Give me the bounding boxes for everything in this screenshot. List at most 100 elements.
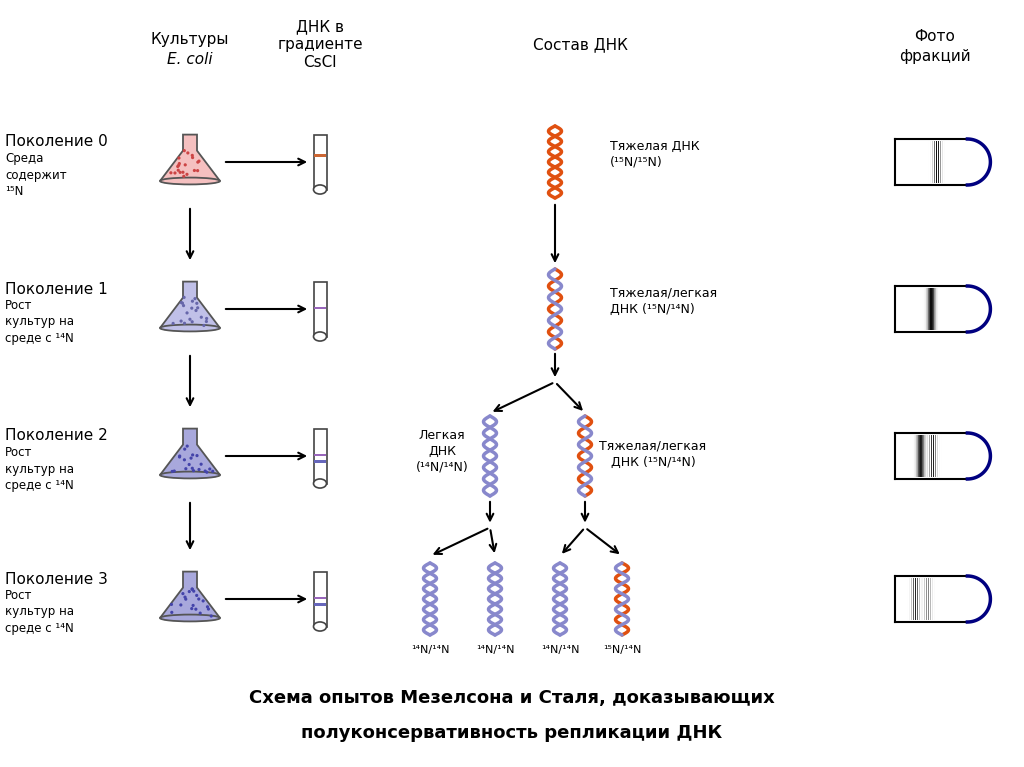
Circle shape xyxy=(200,316,203,319)
Circle shape xyxy=(178,454,181,458)
Circle shape xyxy=(207,607,210,611)
Polygon shape xyxy=(160,281,220,328)
Circle shape xyxy=(176,165,179,168)
Text: ДНК в: ДНК в xyxy=(296,19,344,34)
Circle shape xyxy=(196,301,199,305)
Text: Тяжелая ДНК
(¹⁵N/¹⁵N): Тяжелая ДНК (¹⁵N/¹⁵N) xyxy=(610,140,699,169)
Text: фракций: фракций xyxy=(899,49,971,64)
Ellipse shape xyxy=(313,332,327,341)
Polygon shape xyxy=(968,576,990,622)
Circle shape xyxy=(176,169,180,172)
Bar xyxy=(314,597,326,599)
Circle shape xyxy=(206,605,209,608)
Circle shape xyxy=(202,324,206,327)
Bar xyxy=(314,307,326,309)
Text: ¹⁴N/¹⁴N: ¹⁴N/¹⁴N xyxy=(411,645,450,655)
Ellipse shape xyxy=(313,479,327,488)
Circle shape xyxy=(190,588,194,591)
Ellipse shape xyxy=(160,614,220,621)
Circle shape xyxy=(187,463,190,466)
Circle shape xyxy=(195,309,198,312)
Circle shape xyxy=(210,614,213,617)
Circle shape xyxy=(183,321,186,325)
Circle shape xyxy=(182,304,185,308)
Circle shape xyxy=(204,469,207,472)
Circle shape xyxy=(171,470,174,473)
Ellipse shape xyxy=(313,185,327,194)
Circle shape xyxy=(184,467,187,470)
Circle shape xyxy=(182,296,185,299)
Circle shape xyxy=(198,597,201,601)
Circle shape xyxy=(191,604,195,607)
Circle shape xyxy=(190,153,194,157)
Bar xyxy=(895,433,968,479)
Bar xyxy=(314,604,326,606)
Text: Рост
культур на
среде с ¹⁴N: Рост культур на среде с ¹⁴N xyxy=(5,446,74,492)
Circle shape xyxy=(184,597,187,601)
Circle shape xyxy=(198,468,201,471)
Ellipse shape xyxy=(160,178,220,184)
Circle shape xyxy=(169,171,172,174)
Bar xyxy=(314,154,326,156)
Text: ¹⁴N/¹⁴N: ¹⁴N/¹⁴N xyxy=(541,645,580,655)
Circle shape xyxy=(185,311,188,314)
Text: Тяжелая/легкая
ДНК (¹⁵N/¹⁴N): Тяжелая/легкая ДНК (¹⁵N/¹⁴N) xyxy=(599,439,707,469)
Circle shape xyxy=(186,151,189,154)
Circle shape xyxy=(193,169,196,172)
Circle shape xyxy=(170,611,173,614)
Circle shape xyxy=(190,466,194,470)
Circle shape xyxy=(197,160,200,163)
Circle shape xyxy=(187,590,190,593)
Bar xyxy=(895,576,968,622)
Bar xyxy=(314,460,326,463)
Ellipse shape xyxy=(313,622,327,631)
Circle shape xyxy=(198,160,201,163)
Circle shape xyxy=(182,175,185,178)
Circle shape xyxy=(208,467,211,471)
Bar xyxy=(313,134,327,189)
Circle shape xyxy=(211,469,214,473)
Circle shape xyxy=(195,607,198,611)
Bar xyxy=(895,286,968,332)
Ellipse shape xyxy=(160,472,220,479)
Text: E. coli: E. coli xyxy=(167,52,213,67)
Circle shape xyxy=(183,163,186,166)
Circle shape xyxy=(190,320,194,324)
Text: ¹⁴N/¹⁴N: ¹⁴N/¹⁴N xyxy=(476,645,514,655)
Circle shape xyxy=(178,456,181,459)
Circle shape xyxy=(202,599,205,603)
Circle shape xyxy=(173,469,176,472)
Circle shape xyxy=(178,162,181,165)
Polygon shape xyxy=(968,286,990,332)
Circle shape xyxy=(177,163,180,167)
Text: градиенте: градиенте xyxy=(278,37,362,52)
Polygon shape xyxy=(968,139,990,185)
Circle shape xyxy=(205,317,208,320)
Circle shape xyxy=(191,469,195,472)
Polygon shape xyxy=(968,433,990,479)
Circle shape xyxy=(177,156,180,160)
Circle shape xyxy=(182,149,186,152)
Text: Рост
культур на
среде с ¹⁴N: Рост культур на среде с ¹⁴N xyxy=(5,589,74,635)
Circle shape xyxy=(179,604,182,607)
Circle shape xyxy=(199,611,202,614)
Circle shape xyxy=(200,463,203,466)
Circle shape xyxy=(205,320,208,323)
Circle shape xyxy=(180,301,183,304)
Text: Рост
культур на
среде с ¹⁴N: Рост культур на среде с ¹⁴N xyxy=(5,299,74,345)
Text: Легкая
ДНК
(¹⁴N/¹⁴N): Легкая ДНК (¹⁴N/¹⁴N) xyxy=(416,429,468,473)
Text: полуконсервативность репликации ДНК: полуконсервативность репликации ДНК xyxy=(301,724,723,742)
Circle shape xyxy=(181,301,184,304)
Bar xyxy=(314,454,326,456)
Circle shape xyxy=(183,447,186,451)
Circle shape xyxy=(193,590,196,593)
Circle shape xyxy=(189,456,193,459)
Circle shape xyxy=(205,471,209,474)
Circle shape xyxy=(196,306,200,309)
Bar xyxy=(895,139,968,185)
Bar xyxy=(313,281,327,337)
Bar xyxy=(313,429,327,483)
Text: Поколение 0: Поколение 0 xyxy=(5,134,108,150)
Circle shape xyxy=(181,171,184,174)
Text: Фото: Фото xyxy=(914,29,955,44)
